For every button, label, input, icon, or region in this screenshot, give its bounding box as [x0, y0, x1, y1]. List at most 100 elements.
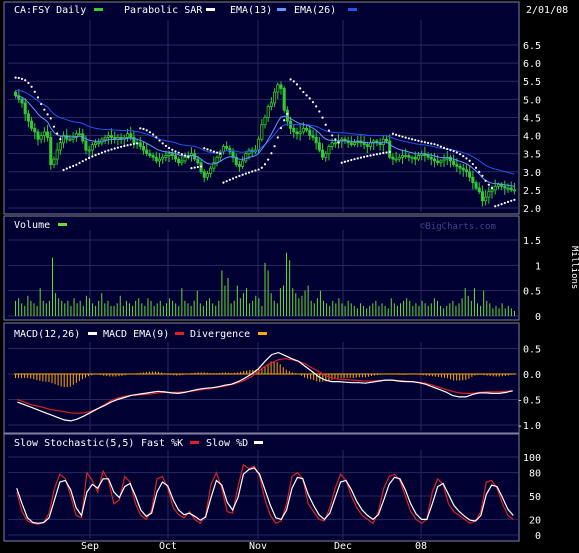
sar-dot	[426, 141, 430, 145]
price-candle-body	[458, 165, 462, 169]
legend-divergence: Divergence	[190, 329, 250, 340]
price-candle-body	[157, 158, 162, 162]
price-candle-body	[368, 142, 373, 147]
sar-dot	[286, 112, 289, 115]
volume-unit-label: Millions	[569, 246, 579, 289]
price-candle-body	[407, 155, 411, 158]
sar-dot	[263, 163, 267, 166]
price-candle-body	[26, 113, 30, 122]
sar-dot	[500, 203, 503, 206]
price-candle-body	[110, 135, 114, 138]
sar-dot	[30, 85, 33, 88]
sar-dot	[231, 177, 235, 180]
price-candle-body	[42, 131, 46, 136]
sar-dot	[305, 94, 308, 97]
sar-dot	[20, 77, 24, 80]
price-ytick-label: 5.5	[523, 77, 541, 88]
price-ytick-label: 4.0	[523, 132, 541, 143]
sar-dot	[359, 156, 363, 159]
sar-dot	[347, 159, 350, 162]
sar-dot	[465, 157, 468, 160]
price-candle-body	[327, 146, 331, 155]
price-candle-body	[439, 160, 443, 164]
sar-dot	[94, 154, 97, 157]
sar-dot	[52, 125, 56, 128]
divergence-legend-swatch	[258, 332, 267, 335]
stochastic-ytick-label: 50	[529, 492, 541, 503]
price-candle-body	[317, 142, 321, 151]
sar-dot	[84, 158, 88, 161]
sar-dot	[155, 136, 158, 139]
sar-dot	[455, 151, 458, 154]
price-candle-body	[397, 156, 401, 160]
sar-dot	[145, 129, 148, 132]
price-candle-body	[429, 156, 433, 160]
price-candle-body	[183, 156, 187, 162]
price-candle-body	[55, 149, 59, 160]
price-candle-body	[33, 127, 37, 133]
price-candle-body	[442, 158, 446, 162]
sar-dot	[180, 153, 183, 156]
sar-dot	[340, 161, 343, 164]
sar-dot	[123, 144, 126, 148]
sar-dot	[506, 200, 510, 203]
ema13-line	[15, 95, 515, 187]
fastk-legend-swatch	[190, 441, 199, 444]
price-candle-body	[400, 155, 405, 158]
sar-dot	[414, 138, 417, 142]
volume-ytick-label: 1	[535, 261, 541, 272]
sar-dot	[369, 154, 372, 157]
price-candle-body	[180, 160, 184, 164]
sar-dot	[148, 131, 151, 134]
price-candle-body	[388, 140, 392, 158]
sar-dot	[203, 147, 206, 150]
price-candle-body	[68, 138, 72, 141]
sar-dot	[27, 81, 30, 85]
sar-dot	[193, 166, 196, 169]
x-axis-label: 08	[415, 541, 427, 552]
sar-dot	[417, 139, 420, 142]
price-candle-body	[132, 136, 136, 144]
price-candle-body	[106, 135, 110, 138]
sar-dot	[75, 163, 78, 166]
sar-dot	[174, 150, 177, 153]
sar-dot	[97, 152, 100, 155]
stochastic-ytick-label: 100	[523, 453, 541, 464]
price-candle-body	[260, 124, 264, 140]
price-candle-body	[413, 156, 417, 160]
sar-dot	[497, 204, 500, 207]
price-candle-body	[285, 109, 289, 122]
sar-dot	[177, 151, 180, 154]
price-ytick-label: 6.5	[523, 41, 541, 52]
price-candle-body	[39, 135, 43, 140]
price-candle-body	[103, 136, 107, 140]
sar-dot	[442, 146, 446, 149]
price-candle-body	[84, 140, 88, 151]
stochastic-ytick-label: 80	[529, 469, 541, 480]
sar-dot	[33, 90, 36, 93]
price-candle-body	[436, 160, 440, 164]
sar-dot	[59, 137, 62, 141]
sar-dot	[308, 97, 311, 100]
price-candle-body	[503, 185, 507, 189]
price-candle-body	[52, 158, 56, 165]
legend-slowd: Slow %D	[206, 438, 248, 449]
sar-dot	[24, 79, 27, 82]
price-ytick-label: 3.0	[523, 168, 541, 179]
sar-dot	[257, 168, 260, 171]
sar-dot	[120, 145, 123, 148]
legend-ema26: EMA(26)	[294, 5, 336, 16]
sar-dot	[490, 186, 494, 190]
sar-dot	[385, 151, 388, 154]
sar-dot	[401, 135, 404, 138]
sar-dot	[139, 127, 142, 130]
price-candle-body	[202, 171, 206, 178]
price-ytick-label: 6.0	[523, 59, 541, 70]
sar-dot	[235, 176, 238, 179]
sar-dot	[462, 155, 465, 158]
sar-dot	[513, 198, 516, 201]
sar-dot	[126, 144, 129, 147]
sar-dot	[91, 155, 94, 158]
sar-dot	[72, 164, 75, 168]
sar-dot	[379, 152, 382, 155]
